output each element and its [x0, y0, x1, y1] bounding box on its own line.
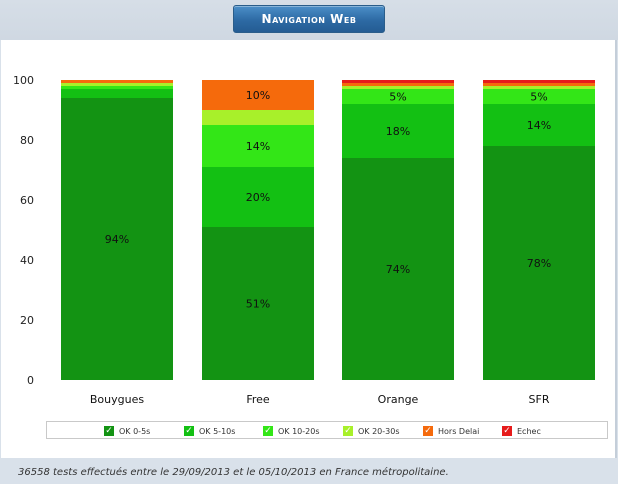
legend-item-ok-10-20s[interactable]: ✓ OK 10-20s: [263, 424, 320, 438]
data-label: 5%: [530, 91, 547, 104]
check-icon: ✓: [423, 426, 433, 436]
check-icon: ✓: [343, 426, 353, 436]
y-axis: 0 20 40 60 80 100: [13, 74, 34, 387]
legend-label: OK 20-30s: [358, 426, 400, 436]
x-category-label: Orange: [378, 393, 419, 406]
legend-label: OK 10-20s: [278, 426, 320, 436]
data-label: 14%: [246, 140, 270, 153]
bar-segment[interactable]: [483, 89, 595, 104]
y-tick-label: 0: [27, 374, 34, 387]
check-icon: ✓: [502, 426, 512, 436]
data-label: 18%: [386, 125, 410, 138]
y-tick-label: 60: [20, 194, 34, 207]
legend-item-ok-20-30s[interactable]: ✓ OK 20-30s: [343, 424, 400, 438]
legend-label: Hors Delai: [438, 426, 480, 436]
bars: [61, 80, 595, 380]
x-category-label: Bouygues: [90, 393, 144, 406]
data-label: 78%: [527, 257, 551, 270]
bar-segment[interactable]: [342, 89, 454, 104]
footer-note: 36558 tests effectués entre le 29/09/201…: [0, 460, 618, 484]
data-label: 14%: [527, 119, 551, 132]
bar-segment[interactable]: [61, 83, 173, 86]
legend-item-hors-delai[interactable]: ✓ Hors Delai: [423, 424, 479, 438]
header-band: Navigation Web: [0, 0, 618, 40]
bar-segment[interactable]: [202, 80, 314, 110]
data-label: 20%: [246, 191, 270, 204]
bar-segment[interactable]: [202, 167, 314, 227]
legend-label: OK 5-10s: [199, 426, 236, 436]
data-label: 94%: [105, 233, 129, 246]
bar-segment[interactable]: [342, 158, 454, 380]
x-category-label: SFR: [529, 393, 550, 406]
check-icon: ✓: [263, 426, 273, 436]
data-label: 74%: [386, 263, 410, 276]
bar-segment[interactable]: [61, 98, 173, 380]
data-label: 51%: [246, 298, 270, 311]
bar-segment[interactable]: [342, 80, 454, 83]
x-category-label: Free: [246, 393, 270, 406]
bar-segment[interactable]: [483, 80, 595, 83]
bar-segment[interactable]: [202, 125, 314, 167]
bar-segment[interactable]: [483, 83, 595, 86]
bar-segment[interactable]: [202, 110, 314, 125]
check-icon: ✓: [184, 426, 194, 436]
bar-segment[interactable]: [61, 89, 173, 98]
data-labels: 94% 51% 20% 14% 10% 74% 18% 5% 78% 14% 5%: [105, 89, 551, 311]
data-label: 10%: [246, 89, 270, 102]
bar-segment[interactable]: [342, 86, 454, 89]
bar-segment[interactable]: [483, 104, 595, 146]
legend-item-echec[interactable]: ✓ Echec: [502, 424, 541, 438]
legend-label: Echec: [517, 426, 541, 436]
y-tick-label: 80: [20, 134, 34, 147]
data-label: 5%: [389, 91, 406, 104]
bar-segment[interactable]: [342, 83, 454, 86]
bar-segment[interactable]: [483, 86, 595, 89]
legend-item-ok-0-5s[interactable]: ✓ OK 0-5s: [104, 424, 150, 438]
stacked-bar-chart: 0 20 40 60 80 100 94% 51% 20% 14% 10% 74% 18% 5% 78% 1…: [13, 74, 595, 406]
y-tick-label: 100: [13, 74, 34, 87]
bar-segment[interactable]: [202, 227, 314, 380]
legend: ✓ OK 0-5s ✓ OK 5-10s ✓ OK 10-20s ✓ OK 20…: [46, 421, 608, 439]
chart-title-button[interactable]: Navigation Web: [233, 5, 385, 33]
bar-segment[interactable]: [342, 104, 454, 158]
check-icon: ✓: [104, 426, 114, 436]
legend-item-ok-5-10s[interactable]: ✓ OK 5-10s: [184, 424, 235, 438]
y-tick-label: 20: [20, 314, 34, 327]
x-axis-categories: Bouygues Free Orange SFR: [90, 393, 550, 406]
legend-label: OK 0-5s: [119, 426, 151, 436]
bar-segment[interactable]: [483, 146, 595, 380]
bar-segment[interactable]: [61, 86, 173, 89]
bar-segment[interactable]: [61, 80, 173, 83]
y-tick-label: 40: [20, 254, 34, 267]
